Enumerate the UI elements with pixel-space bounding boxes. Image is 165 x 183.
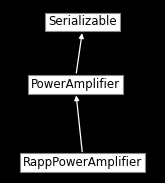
Text: RappPowerAmplifier: RappPowerAmplifier	[23, 156, 142, 169]
Text: PowerAmplifier: PowerAmplifier	[31, 78, 120, 91]
Text: Serializable: Serializable	[48, 15, 117, 29]
